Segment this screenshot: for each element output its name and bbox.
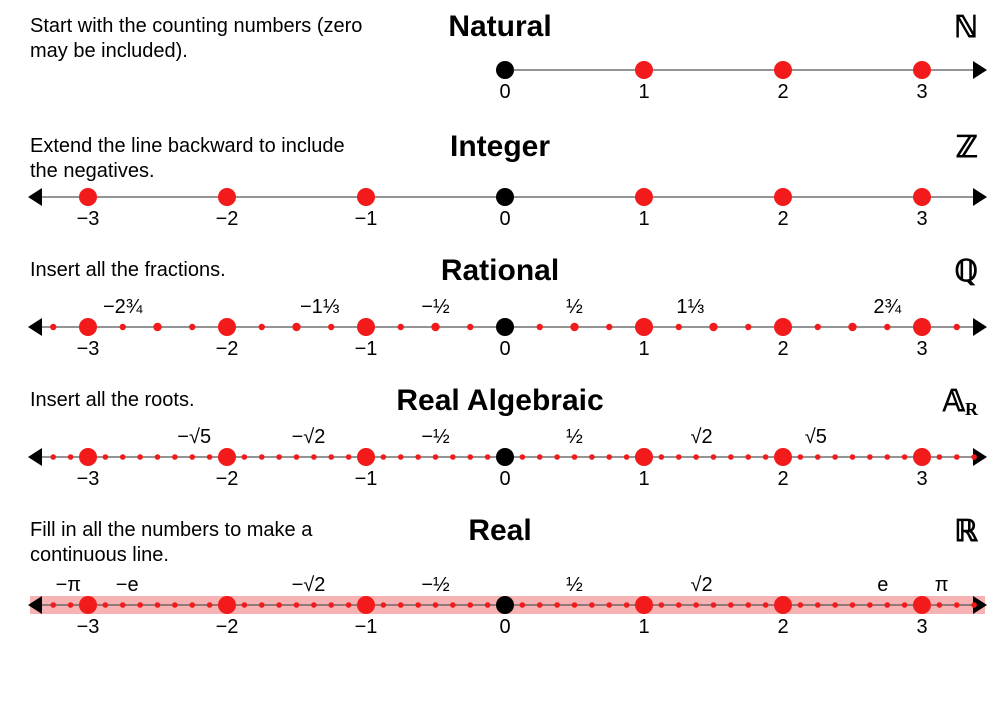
svg-text:1: 1 bbox=[638, 208, 649, 230]
svg-text:−½: −½ bbox=[421, 574, 450, 596]
svg-text:−2: −2 bbox=[216, 468, 239, 490]
svg-text:3: 3 bbox=[916, 468, 927, 490]
svg-text:−√2: −√2 bbox=[292, 574, 326, 596]
svg-text:−√5: −√5 bbox=[177, 426, 211, 448]
svg-text:3: 3 bbox=[916, 208, 927, 230]
svg-text:0: 0 bbox=[499, 616, 510, 638]
real-title: Real bbox=[0, 514, 1000, 548]
svg-text:1: 1 bbox=[638, 616, 649, 638]
real-symbol: ℝ bbox=[954, 514, 978, 549]
algebraic-title: Real Algebraic bbox=[0, 384, 1000, 418]
integer-number-line: −3 −2 −1 0 1 2 3 bbox=[0, 157, 1000, 247]
algebraic-symbol: 𝔸R bbox=[943, 384, 978, 419]
svg-text:−3: −3 bbox=[77, 208, 100, 230]
real-number-line: −3 −2 −1 0 1 2 3 −π −e −√2 −½ ½ √2 e π bbox=[0, 565, 1000, 655]
algebraic-number-line: −3 −2 −1 0 1 2 3 −√5 −√2 −½ ½ √2 √5 bbox=[0, 417, 1000, 507]
svg-text:½: ½ bbox=[566, 296, 583, 318]
svg-text:√5: √5 bbox=[805, 426, 827, 448]
svg-text:2: 2 bbox=[777, 81, 788, 103]
svg-text:0: 0 bbox=[499, 208, 510, 230]
svg-text:−3: −3 bbox=[77, 616, 100, 638]
svg-text:0: 0 bbox=[499, 338, 510, 360]
svg-text:−e: −e bbox=[116, 574, 139, 596]
svg-text:−½: −½ bbox=[421, 426, 450, 448]
svg-text:−2: −2 bbox=[216, 208, 239, 230]
svg-text:3: 3 bbox=[916, 616, 927, 638]
svg-text:3: 3 bbox=[916, 81, 927, 103]
svg-text:−3: −3 bbox=[77, 468, 100, 490]
svg-text:−1: −1 bbox=[355, 338, 378, 360]
svg-text:3: 3 bbox=[916, 338, 927, 360]
svg-text:−2: −2 bbox=[216, 338, 239, 360]
rational-number-line: −3 −2 −1 0 1 2 3 −2¾ −1⅓ −½ ½ 1⅓ 2¾ bbox=[0, 287, 1000, 377]
svg-text:1: 1 bbox=[638, 81, 649, 103]
svg-text:−√2: −√2 bbox=[292, 426, 326, 448]
svg-text:2: 2 bbox=[777, 616, 788, 638]
svg-text:√2: √2 bbox=[690, 426, 712, 448]
svg-text:1: 1 bbox=[638, 338, 649, 360]
svg-text:2¾: 2¾ bbox=[873, 296, 901, 318]
svg-text:0: 0 bbox=[499, 468, 510, 490]
svg-text:−π: −π bbox=[56, 574, 81, 596]
rational-title: Rational bbox=[0, 254, 1000, 288]
svg-text:−1: −1 bbox=[355, 616, 378, 638]
svg-text:2: 2 bbox=[777, 338, 788, 360]
svg-text:−2: −2 bbox=[216, 616, 239, 638]
svg-text:−1: −1 bbox=[355, 468, 378, 490]
svg-text:π: π bbox=[935, 574, 949, 596]
svg-text:½: ½ bbox=[566, 426, 583, 448]
rational-symbol: ℚ bbox=[954, 254, 978, 289]
svg-text:2: 2 bbox=[777, 208, 788, 230]
svg-text:0: 0 bbox=[499, 81, 510, 103]
natural-number-line: 0 1 2 3 bbox=[0, 30, 1000, 120]
svg-text:−1⅓: −1⅓ bbox=[300, 296, 340, 318]
svg-text:2: 2 bbox=[777, 468, 788, 490]
svg-text:−1: −1 bbox=[355, 208, 378, 230]
svg-text:−2¾: −2¾ bbox=[103, 296, 143, 318]
svg-text:1: 1 bbox=[638, 468, 649, 490]
svg-text:−3: −3 bbox=[77, 338, 100, 360]
svg-text:e: e bbox=[877, 574, 888, 596]
svg-text:−½: −½ bbox=[421, 296, 450, 318]
svg-text:1⅓: 1⅓ bbox=[676, 296, 704, 318]
svg-text:½: ½ bbox=[566, 574, 583, 596]
svg-text:√2: √2 bbox=[690, 574, 712, 596]
